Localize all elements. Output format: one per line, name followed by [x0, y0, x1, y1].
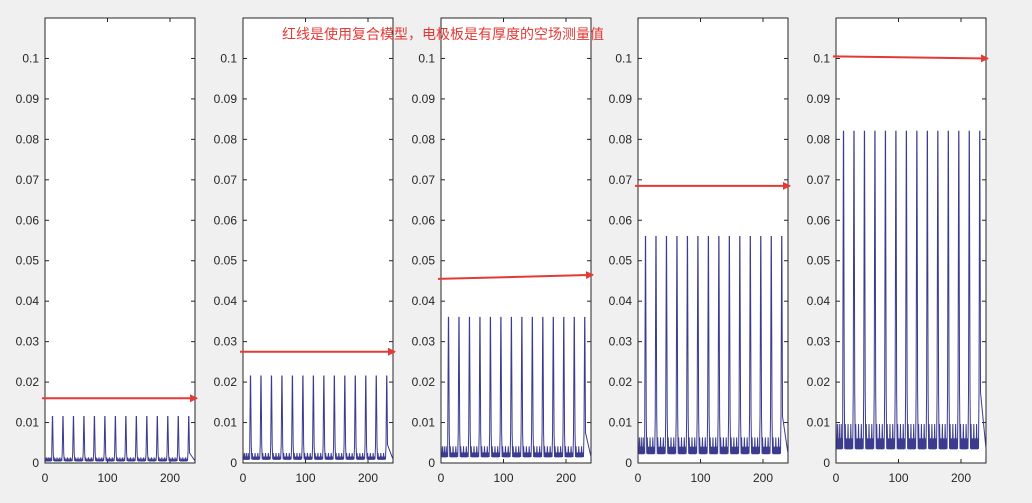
x-tick-label: 200: [358, 471, 378, 485]
x-tick-label: 100: [97, 471, 117, 485]
y-tick-label: 0.07: [807, 173, 831, 187]
y-tick-label: 0.09: [214, 92, 238, 106]
y-tick-label: 0.03: [412, 335, 436, 349]
series-line: [638, 235, 789, 455]
y-tick-label: 0.03: [16, 335, 40, 349]
chart-panel-1: 0 0.01 0.02 0.03 0.04 0.05 0.06 0.07 0.08 0.09 0.1…: [16, 17, 198, 485]
red-arrow: [832, 54, 989, 63]
y-tick-label: 0.02: [16, 375, 40, 389]
y-tick-label: 0: [428, 456, 435, 470]
y-tick-label: 0.05: [214, 254, 238, 268]
y-tick-label: 0.01: [412, 416, 436, 430]
x-tick-label: 200: [556, 471, 576, 485]
y-tick-label: 0.04: [16, 294, 40, 308]
x-tick-label: 100: [690, 471, 710, 485]
chart-panel-4: 0 0.01 0.02 0.03 0.04 0.05 0.06 0.07 0.08 0.09 0.1…: [609, 17, 791, 485]
x-tick-label: 0: [438, 471, 445, 485]
x-tick-label: 100: [493, 471, 513, 485]
y-tick-label: 0.06: [214, 213, 238, 227]
y-tick-label: 0.05: [412, 254, 436, 268]
x-tick-label: 200: [753, 471, 773, 485]
y-tick-label: 0.03: [609, 335, 633, 349]
y-tick-label: 0.01: [609, 416, 633, 430]
y-tick-label: 0.02: [807, 375, 831, 389]
y-tick-label: 0.03: [214, 335, 238, 349]
y-tick-label: 0.09: [412, 92, 436, 106]
y-tick-label: 0.03: [807, 335, 831, 349]
y-tick-label: 0: [32, 456, 39, 470]
x-tick-label: 0: [240, 471, 247, 485]
plot-frame: [44, 17, 196, 464]
series-line: [243, 375, 394, 460]
y-tick-label: 0.1: [615, 51, 632, 65]
y-tick-label: 0.07: [609, 173, 633, 187]
y-tick-label: 0.06: [807, 213, 831, 227]
y-tick-label: 0.09: [16, 92, 40, 106]
x-tick-label: 100: [295, 471, 315, 485]
y-tick-label: 0.07: [214, 173, 238, 187]
y-tick-label: 0.02: [609, 375, 633, 389]
y-tick-label: 0.02: [214, 375, 238, 389]
plot-frame: [637, 17, 789, 464]
y-tick-label: 0.08: [214, 132, 238, 146]
y-tick-label: 0.04: [412, 294, 436, 308]
y-tick-label: 0.06: [609, 213, 633, 227]
chart-panel-2: 0 0.01 0.02 0.03 0.04 0.05 0.06 0.07 0.08 0.09 0.1…: [214, 17, 396, 485]
y-tick-label: 0.08: [609, 132, 633, 146]
y-tick-label: 0.04: [807, 294, 831, 308]
y-tick-label: 0.05: [807, 254, 831, 268]
y-tick-label: 0.01: [214, 416, 238, 430]
plot-frame: [242, 17, 394, 464]
y-tick-label: 0.1: [418, 51, 435, 65]
y-tick-label: 0.05: [16, 254, 40, 268]
y-tick-label: 0.08: [807, 132, 831, 146]
y-tick-label: 0.02: [412, 375, 436, 389]
annotation-text: 红线是使用复合模型，电极板是有厚度的空场测量值: [282, 26, 604, 43]
y-tick-label: 0.07: [412, 173, 436, 187]
x-tick-label: 200: [951, 471, 971, 485]
y-tick-label: 0.08: [16, 132, 40, 146]
x-tick-label: 0: [635, 471, 642, 485]
y-tick-label: 0.1: [22, 51, 39, 65]
y-tick-label: 0.1: [813, 51, 830, 65]
plot-frame: [440, 17, 592, 464]
x-tick-label: 100: [888, 471, 908, 485]
y-tick-label: 0: [625, 456, 632, 470]
y-tick-label: 0.04: [214, 294, 238, 308]
y-tick-label: 0.08: [412, 132, 436, 146]
y-tick-label: 0: [230, 456, 237, 470]
series-line: [441, 316, 592, 458]
chart-panel-5: 0 0.01 0.02 0.03 0.04 0.05 0.06 0.07 0.08 0.09 0.1…: [807, 17, 989, 485]
series-line: [836, 130, 987, 450]
y-tick-label: 0.09: [807, 92, 831, 106]
x-tick-label: 200: [160, 471, 180, 485]
y-tick-label: 0.05: [609, 254, 633, 268]
y-tick-label: 0.01: [807, 416, 831, 430]
chart-panel-3: 0 0.01 0.02 0.03 0.04 0.05 0.06 0.07 0.08 0.09 0.1…: [412, 17, 594, 485]
y-tick-label: 0: [823, 456, 830, 470]
x-tick-label: 0: [42, 471, 49, 485]
y-tick-label: 0.04: [609, 294, 633, 308]
x-tick-label: 0: [833, 471, 840, 485]
y-tick-label: 0.09: [609, 92, 633, 106]
series-line: [45, 415, 196, 462]
y-tick-label: 0.01: [16, 416, 40, 430]
y-tick-label: 0.06: [412, 213, 436, 227]
y-tick-label: 0.07: [16, 173, 40, 187]
y-tick-label: 0.06: [16, 213, 40, 227]
y-tick-label: 0.1: [220, 51, 237, 65]
plot-frame: [835, 17, 987, 464]
red-arrow: [437, 271, 594, 280]
